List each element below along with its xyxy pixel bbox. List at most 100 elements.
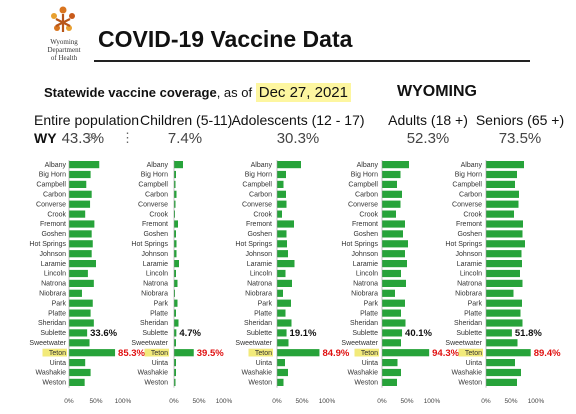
data-label: 4.7% xyxy=(179,328,201,339)
county-label: Natrona xyxy=(457,281,482,288)
bar xyxy=(174,319,179,327)
bar xyxy=(277,349,320,357)
county-label: Johnson xyxy=(456,251,483,258)
county-label: Crook xyxy=(47,211,66,218)
bar xyxy=(486,190,519,198)
bar xyxy=(174,368,176,377)
x-tick-label: 50% xyxy=(295,398,308,405)
bar xyxy=(382,250,405,258)
percent-format-icon: % xyxy=(88,132,98,144)
page-title: COVID-19 Vaccine Data xyxy=(98,26,353,52)
bar xyxy=(382,359,398,367)
bar xyxy=(174,220,178,228)
bar xyxy=(277,210,282,218)
bar xyxy=(69,230,92,238)
x-tick-label: 100% xyxy=(424,398,441,405)
county-label: Uinta xyxy=(466,360,482,367)
county-label: Washakie xyxy=(452,370,483,377)
title-divider xyxy=(94,60,530,62)
county-label: Sheridan xyxy=(140,320,168,327)
bar xyxy=(174,339,176,347)
bar xyxy=(69,220,95,228)
x-tick-label: 50% xyxy=(192,398,205,405)
county-label: Park xyxy=(468,300,483,307)
county-label: Natrona xyxy=(353,281,378,288)
bar xyxy=(382,220,405,228)
teton-highlight xyxy=(354,348,379,357)
bar xyxy=(69,240,93,248)
bar xyxy=(382,260,407,268)
county-label: Sweetwater xyxy=(445,340,482,347)
county-label: Converse xyxy=(36,201,66,208)
teton-highlight xyxy=(458,348,483,357)
county-label: Natrona xyxy=(247,281,272,288)
county-label: Niobrara xyxy=(351,291,378,298)
bar xyxy=(277,319,292,327)
bar xyxy=(382,368,401,377)
x-tick-label: 0% xyxy=(377,398,387,405)
county-label: Park xyxy=(364,300,379,307)
wyoming-health-logo: Wyoming Department of Health xyxy=(34,4,94,66)
bar xyxy=(382,339,401,347)
county-label: Big Horn xyxy=(39,172,66,179)
county-label: Sublette xyxy=(456,330,482,337)
county-label: Platte xyxy=(48,310,66,317)
county-label: Sheridan xyxy=(38,320,66,327)
bar xyxy=(69,250,92,258)
county-label: Fremont xyxy=(142,221,168,228)
bar xyxy=(277,260,295,268)
entire-population-label: Entire population xyxy=(34,112,140,128)
bar xyxy=(486,359,515,367)
county-label: Niobrara xyxy=(455,291,482,298)
bar xyxy=(382,240,408,248)
county-label: Uinta xyxy=(50,360,66,367)
data-label: 51.8% xyxy=(515,328,542,339)
county-label: Fremont xyxy=(456,221,482,228)
bar xyxy=(486,170,517,179)
county-label: Weston xyxy=(458,380,482,387)
county-label: Converse xyxy=(242,201,272,208)
bar xyxy=(486,230,523,238)
county-label: Crook xyxy=(253,211,272,218)
county-label: Sweetwater xyxy=(131,340,168,347)
county-label: Goshen xyxy=(143,231,168,238)
group-label-adolescents: Adolescents (12 - 17) xyxy=(231,112,365,128)
county-label: Albany xyxy=(251,162,273,169)
bar xyxy=(382,269,401,278)
state-abbrev: WY xyxy=(34,130,57,146)
bar xyxy=(174,279,178,287)
bar xyxy=(174,289,175,297)
bar xyxy=(486,180,515,188)
bar xyxy=(277,329,287,337)
bar xyxy=(69,161,100,169)
county-label: Sheridan xyxy=(244,320,272,327)
bar xyxy=(69,269,88,278)
county-label: Johnson xyxy=(40,251,67,258)
county-label: Natrona xyxy=(143,281,168,288)
bar xyxy=(382,200,401,208)
county-label: Albany xyxy=(461,162,483,169)
bar xyxy=(382,230,403,238)
county-label: Teton xyxy=(49,350,66,357)
bar xyxy=(486,250,522,258)
bar xyxy=(486,378,517,386)
group-label-adults: Adults (18 +) xyxy=(388,112,468,128)
bar xyxy=(69,289,82,297)
county-label: Sheridan xyxy=(454,320,482,327)
bar xyxy=(382,349,430,357)
bar xyxy=(277,368,288,377)
bar xyxy=(486,368,521,377)
bar xyxy=(277,200,287,208)
county-label: Goshen xyxy=(353,231,378,238)
county-label: Campbell xyxy=(36,182,66,189)
more-options-icon[interactable]: ⋮ xyxy=(121,130,134,145)
county-label: Weston xyxy=(42,380,66,387)
bar xyxy=(69,200,91,208)
county-label: Sheridan xyxy=(350,320,378,327)
bar xyxy=(174,180,176,188)
bar xyxy=(174,210,175,218)
teton-highlight xyxy=(144,348,169,357)
bar xyxy=(174,161,183,169)
county-label: Crook xyxy=(359,211,378,218)
